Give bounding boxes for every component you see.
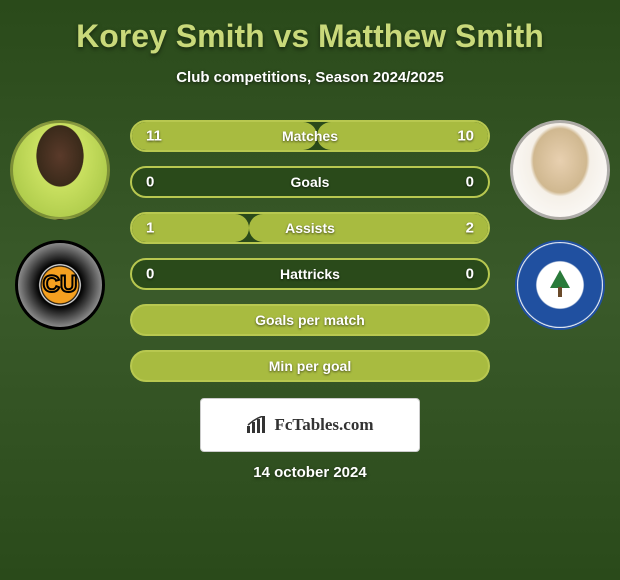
comparison-card: Korey Smith vs Matthew Smith Club compet… <box>0 0 620 580</box>
club-logo-right <box>515 240 605 330</box>
brand-chart-icon <box>246 416 268 434</box>
stat-value-right: 0 <box>466 266 474 283</box>
player-avatar-left <box>10 120 110 220</box>
left-player-column: CU <box>5 120 115 330</box>
stat-label: Min per goal <box>269 358 351 374</box>
brand-text: FcTables.com <box>274 415 373 435</box>
stat-row-matches: 11 Matches 10 <box>130 120 490 152</box>
stat-row-hattricks: 0 Hattricks 0 <box>130 258 490 290</box>
stat-value-left: 11 <box>146 128 162 145</box>
stat-label: Goals per match <box>255 312 365 328</box>
date-label: 14 october 2024 <box>253 464 366 481</box>
stats-panel: 11 Matches 10 0 Goals 0 1 Assists 2 0 Ha… <box>130 120 490 396</box>
stat-value-left: 0 <box>146 174 154 191</box>
stat-row-goals: 0 Goals 0 <box>130 166 490 198</box>
wigan-tree-icon <box>545 270 575 300</box>
stat-value-left: 0 <box>146 266 154 283</box>
brand-box[interactable]: FcTables.com <box>200 398 420 452</box>
stat-label: Goals <box>291 174 330 190</box>
stat-value-right: 0 <box>466 174 474 191</box>
stat-value-right: 2 <box>466 220 474 237</box>
right-player-column <box>505 120 615 330</box>
stat-row-assists: 1 Assists 2 <box>130 212 490 244</box>
subtitle: Club competitions, Season 2024/2025 <box>0 69 620 86</box>
stat-label: Matches <box>282 128 338 144</box>
player-avatar-right <box>510 120 610 220</box>
club-logo-left: CU <box>15 240 105 330</box>
stat-value-left: 1 <box>146 220 154 237</box>
club-abbr-left: CU <box>43 271 78 299</box>
stat-label: Hattricks <box>280 266 340 282</box>
stat-label: Assists <box>285 220 335 236</box>
stat-value-right: 10 <box>457 128 474 145</box>
stat-row-min-per-goal: Min per goal <box>130 350 490 382</box>
stat-row-goals-per-match: Goals per match <box>130 304 490 336</box>
page-title: Korey Smith vs Matthew Smith <box>0 18 620 55</box>
